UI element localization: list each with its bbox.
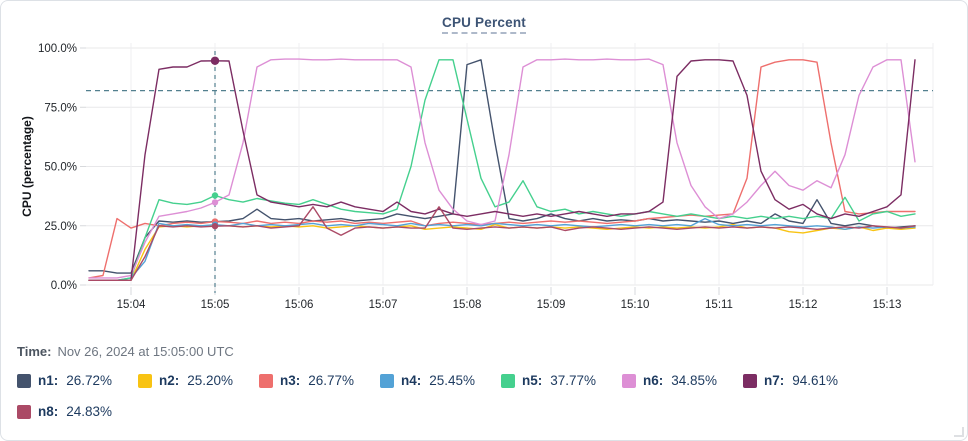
x-tick-label: 15:04 — [117, 299, 146, 311]
y-tick-label: 100.0% — [38, 43, 77, 55]
series-line-n7 — [88, 59, 916, 281]
chart-title[interactable]: CPU Percent — [442, 15, 526, 34]
legend-name: n2: — [159, 373, 180, 388]
legend-swatch-n8 — [17, 404, 31, 419]
crosshair-marker-n7 — [210, 56, 220, 65]
crosshair-marker-n8 — [211, 222, 219, 230]
time-value: Nov 26, 2024 at 15:05:00 UTC — [57, 344, 234, 359]
series-line-n5 — [88, 59, 916, 281]
x-tick-label: 15:06 — [285, 299, 314, 311]
x-tick-label: 15:08 — [453, 299, 482, 311]
legend-value: 25.20% — [187, 373, 234, 388]
legend-swatch-n1 — [17, 373, 31, 388]
x-tick-label: 15:09 — [537, 299, 566, 311]
legend-swatch-n6 — [622, 373, 636, 388]
series-line-n8 — [88, 206, 916, 281]
chart-header: CPU Percent — [1, 14, 967, 34]
x-tick-label: 15:13 — [873, 299, 902, 311]
crosshair-time-row: Time: Nov 26, 2024 at 15:05:00 UTC — [17, 344, 234, 359]
series-legend: n1: 26.72% n2: 25.20% n3: 26.77% n4: 25.45% n5: 3… — [17, 370, 953, 422]
legend-value: 26.77% — [308, 373, 355, 388]
legend-item-n8[interactable]: n8: 24.83% — [17, 401, 138, 422]
legend-item-n7[interactable]: n7: 94.61% — [743, 370, 864, 391]
x-tick-label: 15:05 — [201, 299, 230, 311]
cpu-chart-canvas[interactable]: 0.0% 25.0% 50.0% 75.0% 100.0% 15:04 15:05 15:06… — [1, 1, 967, 323]
series-line-n1 — [88, 59, 916, 274]
legend-value: 94.61% — [792, 373, 839, 388]
time-label: Time: — [17, 344, 52, 359]
legend-name: n7: — [764, 373, 785, 388]
legend-item-n4[interactable]: n4: 25.45% — [380, 370, 501, 391]
legend-swatch-n5 — [501, 373, 515, 388]
crosshair-marker-n6 — [211, 199, 219, 206]
x-tick-label: 15:10 — [621, 299, 650, 311]
x-tick-label: 15:07 — [369, 299, 398, 311]
legend-value: 26.72% — [66, 373, 113, 388]
legend-swatch-n3 — [259, 373, 273, 388]
y-tick-label: 50.0% — [44, 162, 77, 174]
legend-item-n1[interactable]: n1: 26.72% — [17, 370, 138, 391]
x-tick-label: 15:11 — [705, 299, 733, 311]
legend-swatch-n2 — [138, 373, 152, 388]
legend-value: 37.77% — [550, 373, 597, 388]
legend-value: 24.83% — [66, 404, 113, 419]
resize-grip-icon[interactable] — [954, 427, 964, 437]
series-line-n6 — [88, 58, 916, 279]
legend-name: n1: — [38, 373, 59, 388]
y-tick-label: 25.0% — [44, 221, 77, 233]
legend-name: n5: — [522, 373, 543, 388]
legend-name: n4: — [401, 373, 422, 388]
legend-item-n6[interactable]: n6: 34.85% — [622, 370, 743, 391]
legend-value: 25.45% — [429, 373, 476, 388]
y-tick-label: 75.0% — [44, 102, 77, 114]
legend-swatch-n7 — [743, 373, 757, 388]
legend-name: n6: — [643, 373, 664, 388]
crosshair-marker-n5 — [211, 192, 219, 199]
y-tick-label: 0.0% — [51, 280, 77, 292]
series-line-n3 — [88, 59, 916, 279]
legend-value: 34.85% — [671, 373, 718, 388]
legend-item-n3[interactable]: n3: 26.77% — [259, 370, 380, 391]
legend-swatch-n4 — [380, 373, 394, 388]
legend-name: n8: — [38, 404, 59, 419]
x-tick-label: 15:12 — [789, 299, 818, 311]
legend-item-n5[interactable]: n5: 37.77% — [501, 370, 622, 391]
legend-item-n2[interactable]: n2: 25.20% — [138, 370, 259, 391]
legend-name: n3: — [280, 373, 301, 388]
series-line-n2 — [88, 223, 916, 281]
y-axis-title: CPU (percentage) — [20, 116, 34, 217]
